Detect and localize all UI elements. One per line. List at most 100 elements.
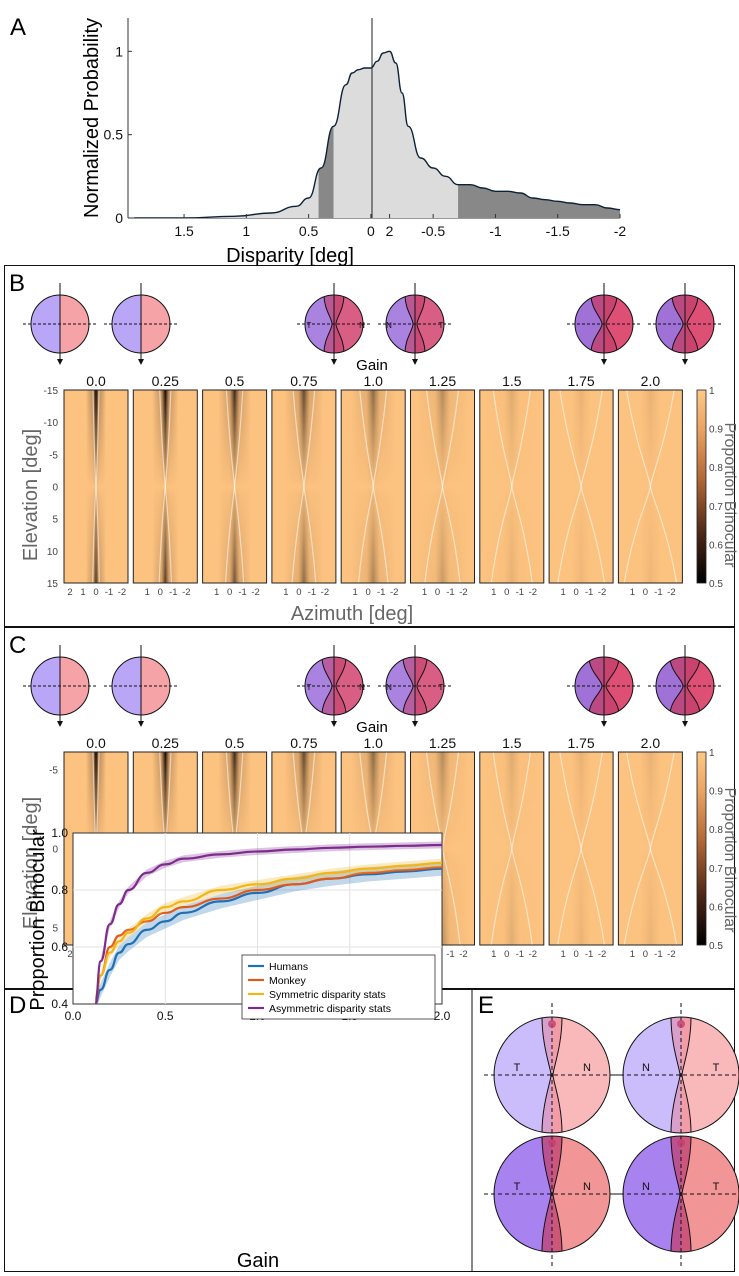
disparity-area-dark-left	[318, 126, 334, 218]
eye-label-n: N	[583, 1181, 591, 1193]
azimuth-tick-label: -1	[516, 587, 524, 598]
azimuth-tick-label: 1	[491, 949, 496, 960]
azimuth-tick-label: -1	[238, 587, 246, 598]
gain-label: 0.75	[290, 735, 317, 751]
azimuth-tick-label: -2	[251, 587, 259, 598]
panel-a-y-tick-label: 0	[115, 210, 123, 226]
down-arrow-icon	[331, 721, 337, 727]
heatmap-frame	[479, 389, 545, 584]
panel-letter-c: C	[9, 632, 26, 659]
eye-label-n: N	[386, 683, 392, 692]
panel-a-chart: 00.51 1.5 1 0.5 0 2 -0.5 -1 -1.5 -2 Disparity [d…	[81, 18, 626, 267]
heatmap-gain-1.75: 1.75 1 0 -1 -2	[548, 373, 614, 598]
binocular-boundary-right	[164, 389, 173, 584]
series-line-2	[94, 861, 442, 1000]
heatmap-frame	[132, 389, 198, 584]
azimuth-tick-label: -1	[308, 587, 316, 598]
gain-label: 1.5	[502, 735, 522, 751]
panel-c-gain-title: Gain	[356, 719, 388, 736]
colorbar-tick-label: 1	[709, 748, 715, 759]
heatmap-frame	[202, 389, 268, 584]
colorbar-tick-label: 0.8	[709, 825, 723, 836]
gain-label: 2.0	[641, 735, 661, 751]
heatmap-frame	[63, 389, 129, 584]
elevation-tick-label: -15	[44, 386, 59, 397]
gain-label: 0.5	[225, 735, 245, 751]
panel-b-frame	[4, 265, 735, 627]
panel-a-y-tick-label: 1	[115, 43, 123, 59]
binocular-boundary-right	[511, 389, 533, 584]
gain-label: 1.0	[363, 735, 383, 751]
azimuth-tick-label: 0	[366, 587, 371, 598]
azimuth-tick-label: -2	[667, 587, 675, 598]
eye-label-t: T	[514, 1181, 521, 1193]
elevation-tick-label: -10	[44, 418, 59, 429]
azimuth-tick-label: -1	[516, 949, 524, 960]
elevation-tick-label: -5	[49, 765, 58, 776]
azimuth-tick-label: -2	[182, 587, 190, 598]
heatmap-gain-1.5: 1.5 1 0 -1 -2	[479, 373, 545, 598]
azimuth-tick-label: 1	[630, 587, 635, 598]
panel-b-gain-title: Gain	[356, 357, 388, 374]
elevation-ticks: -15 -10 -5 0 5 10 15	[44, 386, 59, 590]
azimuth-tick-label: 0	[643, 949, 648, 960]
azimuth-tick-label: 2	[67, 949, 72, 960]
panel-c-colorbar-label: Proportion Binocular	[721, 788, 738, 934]
eye-right-gain-2	[648, 645, 722, 727]
down-arrow-icon	[412, 721, 418, 727]
azimuth-tick-label: 0	[504, 587, 509, 598]
down-arrow-icon	[601, 721, 607, 727]
azimuth-tick-label: 1	[145, 587, 150, 598]
fixation-marker	[548, 1139, 556, 1147]
gain-label: 1.75	[567, 373, 594, 389]
down-arrow-icon	[682, 359, 688, 365]
panel-letter-b: B	[9, 270, 25, 297]
panel-d-y-tick-label: 0.4	[51, 997, 68, 1011]
colorbar-tick-label: 0.6	[709, 540, 723, 551]
gain-label: 0.5	[225, 373, 245, 389]
eye-label-n: N	[642, 1181, 650, 1193]
binocular-boundary-right	[372, 389, 389, 584]
eye-label-n: N	[642, 1062, 650, 1074]
azimuth-tick-label: -1	[105, 587, 113, 598]
azimuth-tick-label: -1	[446, 587, 454, 598]
colorbar: 1 0.9 0.8 0.7 0.6 0.5	[696, 386, 723, 590]
gain-label: 0.75	[290, 373, 317, 389]
azimuth-tick-label: -2	[118, 587, 126, 598]
heatmap-frame	[479, 751, 545, 946]
elevation-tick-label: 10	[47, 547, 59, 558]
heatmap-gain-1.5: 1.5 1 0 -1 -2	[479, 735, 545, 960]
azimuth-tick-label: -1	[654, 587, 662, 598]
elevation-tick-label: 0	[52, 845, 58, 856]
fixation-marker	[677, 1139, 685, 1147]
panel-a-y-tick-label: 0.5	[104, 127, 124, 143]
heatmap-gain-2.0: 2.0 1 0 -1 -2	[616, 735, 685, 960]
binocular-boundary-right	[580, 389, 606, 584]
gain-label: 0.0	[86, 735, 106, 751]
gain-label: 0.0	[86, 373, 106, 389]
panel-letter-e: E	[478, 992, 494, 1019]
panel-a-x-label: Disparity [deg]	[226, 245, 354, 267]
panel-a-x-tick-label: 1.5	[174, 223, 194, 239]
binocular-boundary-right	[649, 751, 678, 946]
panel-e: T N N TT N N T	[484, 1003, 739, 1266]
azimuth-tick-label: 0	[435, 587, 440, 598]
panel-de-frame	[4, 989, 735, 1272]
azimuth-tick-label: 0	[643, 587, 648, 598]
eye-left-gain-0	[23, 283, 97, 365]
colorbar-tick-label: 0.5	[709, 941, 723, 952]
binocular-boundary-right	[580, 751, 606, 946]
azimuth-tick-label: -2	[321, 587, 329, 598]
fixation-marker	[677, 1020, 685, 1028]
down-arrow-icon	[412, 359, 418, 365]
gain-label: 1.75	[567, 735, 594, 751]
eye-label-t: T	[307, 321, 312, 330]
